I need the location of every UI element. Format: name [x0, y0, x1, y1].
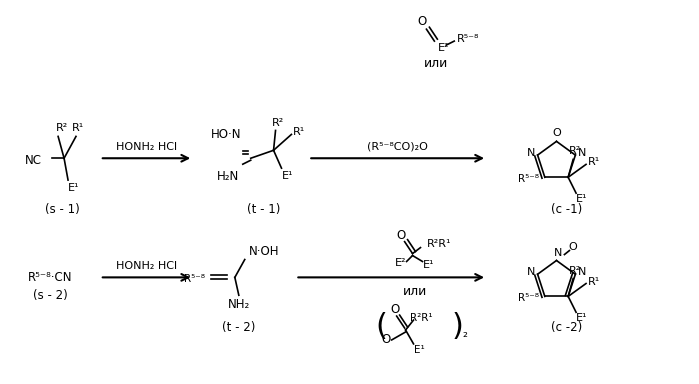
Text: R²: R²: [56, 124, 69, 134]
Text: E¹: E¹: [69, 183, 80, 193]
Text: (R⁵⁻⁸CO)₂O: (R⁵⁻⁸CO)₂O: [367, 141, 428, 151]
Text: (t - 2): (t - 2): [222, 321, 256, 334]
Text: (: (: [376, 311, 388, 341]
Text: E¹: E¹: [576, 313, 588, 323]
Text: R¹: R¹: [588, 157, 600, 167]
Text: или: или: [424, 58, 449, 70]
Text: O: O: [381, 333, 390, 346]
Text: R⁵⁻⁸: R⁵⁻⁸: [457, 34, 480, 44]
Text: N: N: [578, 267, 586, 277]
Text: NH₂: NH₂: [228, 298, 250, 311]
Text: HO·N: HO·N: [210, 128, 241, 141]
Text: (s - 2): (s - 2): [33, 289, 68, 302]
Text: E²: E²: [438, 43, 450, 53]
Text: E¹: E¹: [576, 194, 588, 204]
Text: N·OH: N·OH: [249, 245, 279, 258]
Text: R¹: R¹: [588, 276, 600, 286]
Text: E¹: E¹: [282, 171, 293, 181]
Text: R²R¹: R²R¹: [410, 313, 433, 323]
Text: O: O: [552, 128, 561, 138]
Text: (c -2): (c -2): [551, 321, 582, 334]
Text: R⁵⁻⁸: R⁵⁻⁸: [518, 174, 539, 184]
Text: (s - 1): (s - 1): [45, 204, 80, 216]
Text: E²: E²: [395, 258, 406, 268]
Text: R²: R²: [569, 146, 582, 156]
Text: O: O: [396, 229, 405, 242]
Text: (c -1): (c -1): [551, 204, 582, 216]
Text: N: N: [526, 148, 535, 158]
Text: E¹: E¹: [414, 345, 425, 355]
Text: R¹: R¹: [72, 124, 84, 134]
Text: или: или: [403, 285, 426, 298]
Text: R²: R²: [569, 266, 582, 276]
Text: R⁵⁻⁸: R⁵⁻⁸: [184, 274, 205, 285]
Text: ): ): [452, 311, 463, 341]
Text: N: N: [554, 248, 563, 258]
Text: N: N: [578, 148, 586, 158]
Text: HONH₂ HCl: HONH₂ HCl: [116, 142, 177, 152]
Text: R²R¹: R²R¹: [426, 238, 451, 248]
Text: R⁵⁻⁸: R⁵⁻⁸: [518, 293, 539, 303]
Text: O: O: [568, 242, 577, 252]
Text: ₂: ₂: [463, 328, 468, 341]
Text: (t - 1): (t - 1): [247, 204, 280, 216]
Text: E¹: E¹: [423, 260, 434, 270]
Text: R¹: R¹: [294, 127, 305, 137]
Text: HONH₂ HCl: HONH₂ HCl: [116, 262, 177, 271]
Text: O: O: [418, 15, 427, 28]
Text: H₂N: H₂N: [217, 170, 239, 183]
Text: R²: R²: [271, 118, 284, 127]
Text: O: O: [390, 303, 399, 316]
Text: N: N: [526, 267, 535, 277]
Text: NC: NC: [25, 154, 42, 167]
Text: R⁵⁻⁸·CN: R⁵⁻⁸·CN: [28, 271, 73, 284]
